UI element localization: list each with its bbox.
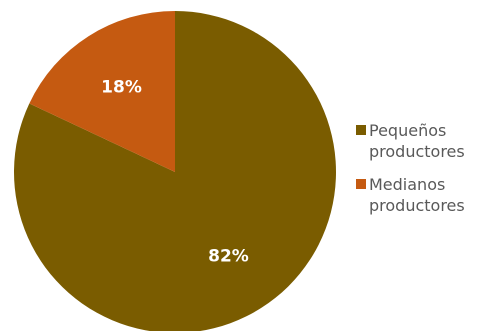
legend-item-pequenos-productores: Pequeños productores	[344, 120, 486, 162]
legend-label-line-1: Medianos	[369, 174, 486, 195]
legend-label-line-2: productores	[369, 195, 486, 216]
pie-slices	[14, 11, 336, 331]
data-label-medianos-productores: 18%	[101, 78, 142, 98]
legend-swatch-pequenos-productores	[356, 125, 366, 135]
legend-label-line-2: productores	[369, 141, 486, 162]
chart-legend: Pequeños productores Medianos productore…	[344, 112, 486, 222]
legend-label-line-1: Pequeños	[369, 120, 486, 141]
legend-swatch-medianos-productores	[356, 179, 366, 189]
data-label-peque-os-productores: 82%	[208, 246, 249, 266]
legend-item-medianos-productores: Medianos productores	[344, 174, 486, 216]
